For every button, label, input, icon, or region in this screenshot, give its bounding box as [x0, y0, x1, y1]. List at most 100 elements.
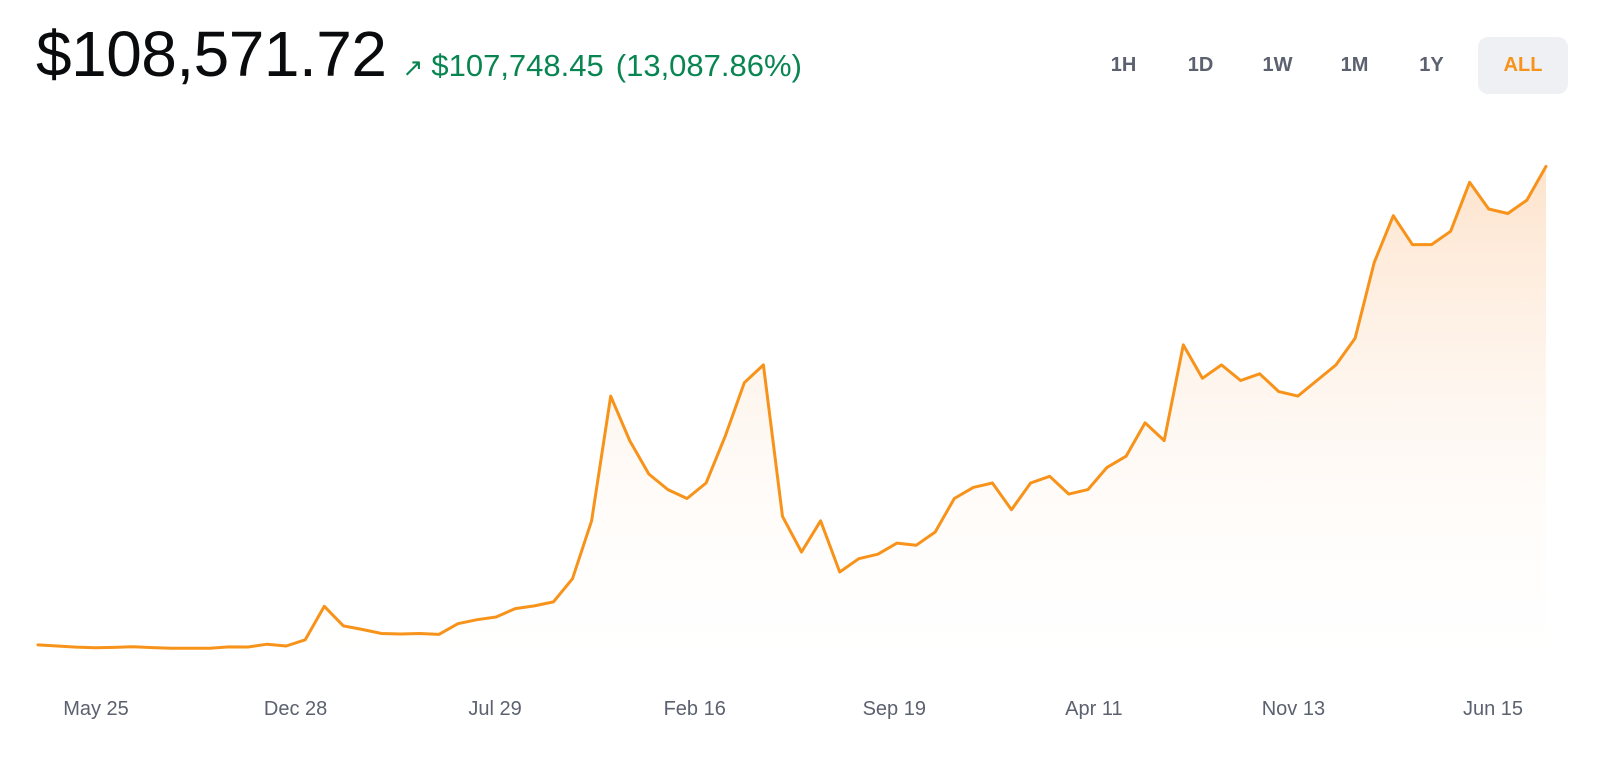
- data-point: [838, 570, 842, 574]
- data-point: [170, 646, 174, 650]
- data-point: [284, 644, 288, 648]
- data-point: [131, 645, 135, 649]
- data-point: [704, 481, 708, 485]
- data-point: [1162, 439, 1166, 443]
- data-point: [456, 622, 460, 626]
- data-point: [36, 643, 40, 647]
- range-1d-button[interactable]: 1D: [1187, 54, 1214, 76]
- data-point: [1029, 481, 1033, 485]
- price-line: [36, 164, 1548, 650]
- data-point: [990, 481, 994, 485]
- data-point: [494, 615, 498, 619]
- x-axis: May 25 Dec 28 Jul 29 Feb 16 Sep 19 Apr 11 Nov …: [63, 698, 1523, 720]
- data-point: [93, 646, 97, 650]
- data-point: [437, 632, 441, 636]
- range-1w-button[interactable]: 1W: [1262, 54, 1293, 76]
- data-point: [876, 552, 880, 556]
- trend-up-arrow-icon: ↗: [402, 54, 424, 82]
- data-point: [227, 645, 231, 649]
- data-point: [532, 604, 536, 608]
- data-point: [322, 604, 326, 608]
- range-1m-button[interactable]: 1M: [1340, 54, 1369, 76]
- data-point: [647, 472, 651, 476]
- change-amount: $107,748.45: [431, 48, 604, 83]
- data-point: [628, 439, 632, 443]
- range-all-button[interactable]: ALL: [1478, 37, 1568, 94]
- data-point: [1296, 394, 1300, 398]
- x-tick-label: Sep 19: [863, 698, 926, 720]
- data-point: [361, 628, 365, 632]
- data-point: [933, 530, 937, 534]
- price-area-fill: [38, 166, 1546, 690]
- data-point: [341, 624, 345, 628]
- data-point: [1315, 379, 1319, 383]
- data-point: [723, 434, 727, 438]
- x-tick-label: Dec 28: [264, 698, 327, 720]
- data-point: [55, 644, 59, 648]
- range-1h-button[interactable]: 1H: [1110, 54, 1137, 76]
- data-point: [399, 632, 403, 636]
- data-point: [590, 519, 594, 523]
- data-point: [666, 488, 670, 492]
- x-tick-label: Jun 15: [1463, 698, 1523, 720]
- data-point: [1239, 379, 1243, 383]
- data-point: [1105, 465, 1109, 469]
- data-point: [914, 543, 918, 547]
- range-1y-button[interactable]: 1Y: [1419, 54, 1444, 76]
- data-point: [571, 577, 575, 581]
- data-point: [742, 381, 746, 385]
- data-point: [1086, 488, 1090, 492]
- data-point: [513, 607, 517, 611]
- data-point: [1124, 454, 1128, 458]
- data-point: [971, 485, 975, 489]
- data-point: [895, 541, 899, 545]
- data-point: [800, 550, 804, 554]
- x-tick-label: Jul 29: [468, 698, 521, 720]
- data-point: [303, 638, 307, 642]
- data-point: [151, 646, 155, 650]
- data-point: [781, 514, 785, 518]
- data-point: [418, 632, 422, 636]
- data-point: [1525, 198, 1529, 202]
- data-point: [1277, 390, 1281, 394]
- data-point: [1258, 372, 1262, 376]
- data-point: [1143, 421, 1147, 425]
- data-point: [551, 600, 555, 604]
- data-point: [1391, 214, 1395, 218]
- x-tick-label: Nov 13: [1262, 698, 1325, 720]
- data-point: [265, 642, 269, 646]
- data-point: [246, 645, 250, 649]
- data-point: [380, 632, 384, 636]
- data-point: [1449, 229, 1453, 233]
- data-point: [1410, 243, 1414, 247]
- data-point: [74, 645, 78, 649]
- data-point: [1544, 164, 1548, 168]
- data-point: [1372, 261, 1376, 265]
- data-point: [1200, 376, 1204, 380]
- data-point: [1430, 243, 1434, 247]
- data-point: [761, 363, 765, 367]
- data-point: [1487, 207, 1491, 211]
- data-point: [1468, 180, 1472, 184]
- data-point: [952, 497, 956, 501]
- data-point: [1181, 343, 1185, 347]
- data-point: [112, 645, 116, 649]
- data-point: [1353, 336, 1357, 340]
- data-point: [1067, 492, 1071, 496]
- data-point: [685, 497, 689, 501]
- data-point: [609, 394, 613, 398]
- data-point: [1220, 363, 1224, 367]
- data-point: [475, 618, 479, 622]
- price-header: $108,571.72 ↗ $107,748.45 (13,087.86%): [36, 22, 802, 86]
- data-point: [1048, 474, 1052, 478]
- time-range-selector: 1H 1D 1W 1M 1Y ALL: [1085, 37, 1568, 94]
- x-tick-label: Feb 16: [664, 698, 726, 720]
- price-change: ↗ $107,748.45 (13,087.86%): [402, 48, 801, 84]
- change-percent: (13,087.86%): [615, 48, 802, 83]
- data-point: [189, 646, 193, 650]
- x-tick-label: Apr 11: [1065, 698, 1122, 720]
- data-point: [857, 557, 861, 561]
- current-price: $108,571.72: [36, 18, 387, 90]
- data-point: [819, 519, 823, 523]
